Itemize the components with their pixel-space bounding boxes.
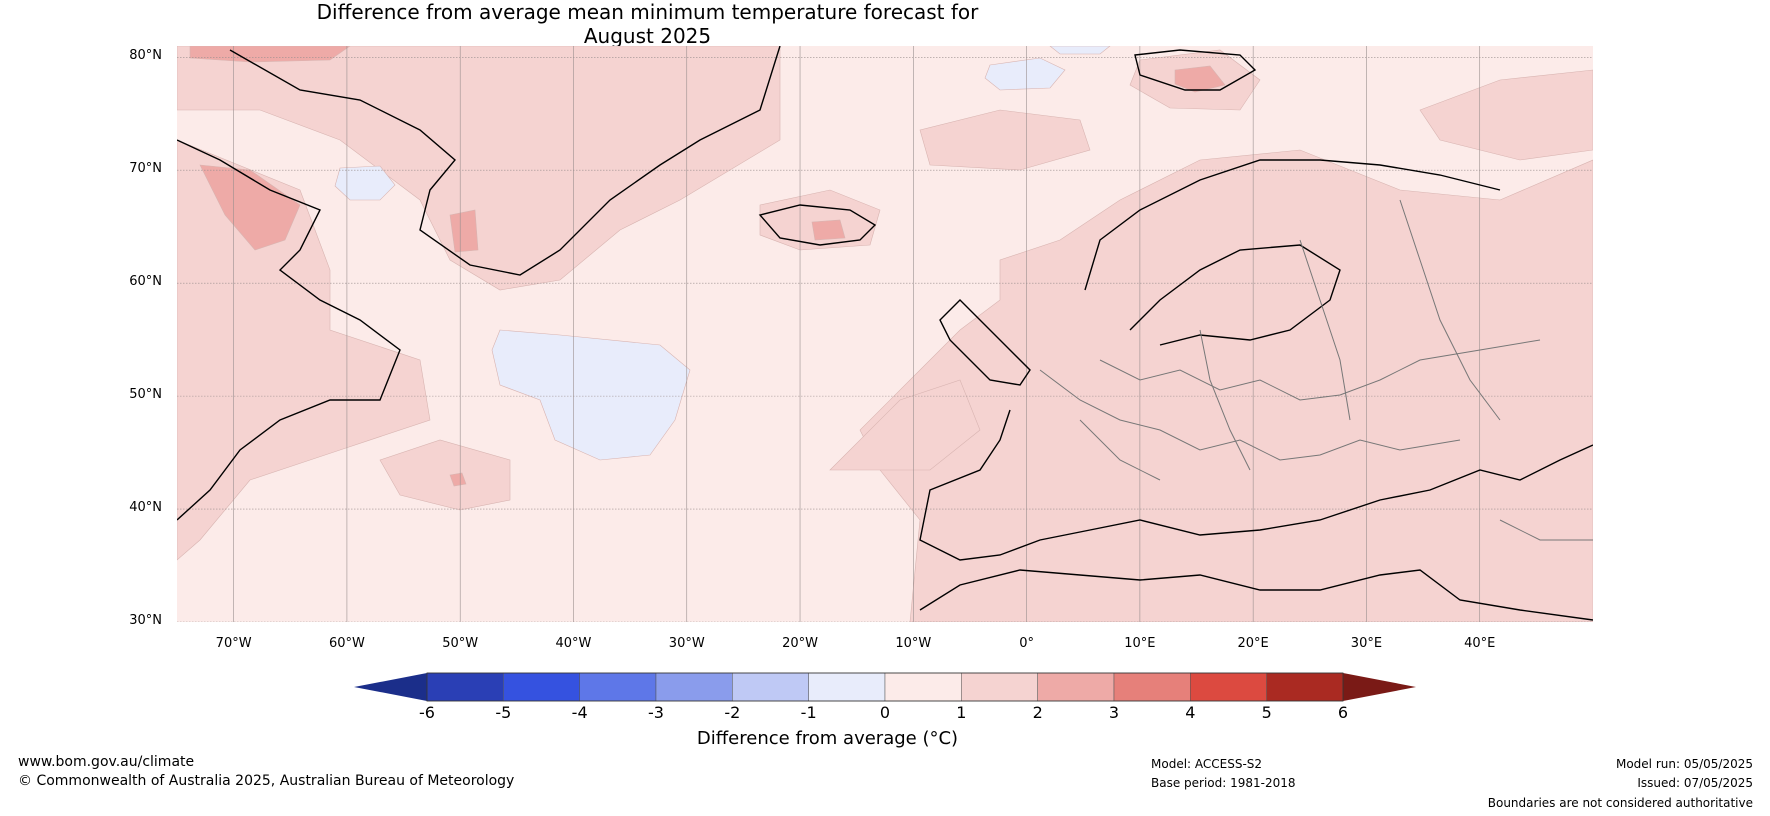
colorbar-over-triangle <box>1343 673 1416 701</box>
colorbar-tick-label: 5 <box>1261 703 1272 722</box>
longitude-tick-label: 30°E <box>1350 636 1383 651</box>
colorbar-tick-label: 6 <box>1337 703 1349 722</box>
colorbar-tick-label: 2 <box>1032 703 1043 722</box>
footer-base-period: Base period: 1981-2018 <box>1151 776 1296 790</box>
colorbar-tick-label: 1 <box>956 703 967 722</box>
latitude-tick-label: 80°N <box>129 48 162 64</box>
graticule <box>177 46 1593 622</box>
coastline-north-africa <box>919 569 1593 621</box>
colorbar-tick-label: -5 <box>495 703 512 722</box>
coastline-europe <box>919 409 1593 561</box>
anomaly-norwegian-sea <box>919 109 1091 171</box>
longitude-tick-label: 20°W <box>782 636 818 651</box>
title-line-1: Difference from average mean minimum tem… <box>316 0 979 24</box>
footer-copyright: © Commonwealth of Australia 2025, Austra… <box>18 773 515 789</box>
longitude-tick-label: 10°E <box>1124 636 1156 651</box>
anomaly-fields <box>177 46 1593 622</box>
colorbar-tick-label: 0 <box>879 703 891 722</box>
anomaly-atlantic-cool <box>491 329 691 461</box>
colorbar-segment <box>579 672 657 702</box>
title-line-2: August 2025 <box>583 24 712 48</box>
longitude-tick-label: 40°W <box>555 636 592 651</box>
latitude-tick-label: 60°N <box>129 274 162 290</box>
colorbar-segment <box>884 672 962 702</box>
colorbar-tick-label: -6 <box>419 703 435 722</box>
anomaly-atlantic-south <box>379 439 511 511</box>
footer-model: Model: ACCESS-S2 <box>1151 757 1263 771</box>
longitude-tick-label: 10°W <box>895 636 932 651</box>
coastline-iceland <box>758 204 877 246</box>
latitude-tick-label: 70°N <box>129 161 162 177</box>
colorbar-tick-label: -1 <box>800 703 817 722</box>
colorbar-tick-label: -4 <box>571 703 588 722</box>
footer-model-run: Model run: 05/05/2025 <box>1615 757 1753 771</box>
anomaly-labrador-cool <box>334 165 396 201</box>
anomaly-arctic-east <box>1419 69 1593 161</box>
anomaly-greenland-strong <box>449 209 479 253</box>
footer-issued: Issued: 07/05/2025 <box>1637 776 1753 790</box>
anomaly-greenland <box>177 46 781 291</box>
colorbar-segment <box>1113 672 1191 702</box>
coastline-greenland <box>229 46 781 276</box>
colorbar-segment <box>1190 672 1267 702</box>
anomaly-svalbard-strong <box>1174 65 1226 93</box>
coastline-britain <box>939 299 1031 386</box>
colorbar-segment <box>655 672 733 702</box>
colorbar-segment <box>503 672 580 702</box>
anomaly-canada <box>177 139 431 561</box>
colorbar-segment <box>732 672 809 702</box>
longitude-tick-label: 60°W <box>328 636 365 651</box>
coastline-baltic <box>1129 244 1341 346</box>
footer-website: www.bom.gov.au/climate <box>18 754 195 770</box>
coastline-svalbard <box>1134 49 1257 91</box>
colorbar-segment <box>426 672 504 702</box>
coastline-norway <box>1084 159 1501 291</box>
colorbar-label: Difference from average (°C) <box>696 728 959 749</box>
longitude-tick-label: 20°E <box>1237 636 1269 651</box>
anomaly-top-cool <box>1049 46 1111 55</box>
longitude-tick-label: 50°W <box>442 636 479 651</box>
latitude-tick-label: 50°N <box>129 387 162 403</box>
colorbar-segment <box>961 672 1038 702</box>
longitude-tick-label: 0° <box>1019 636 1034 651</box>
latitude-tick-label: 40°N <box>129 500 162 516</box>
longitude-tick-label: 70°W <box>215 636 252 651</box>
anomaly-atlantic-dot <box>449 472 467 487</box>
colorbar-tick-label: -2 <box>724 703 741 722</box>
colorbar-under-triangle <box>354 673 427 701</box>
colorbar-segment <box>1266 672 1344 702</box>
coastline-baffin <box>177 139 401 521</box>
longitude-tick-label: 40°E <box>1464 636 1496 651</box>
colorbar-tick-label: 3 <box>1108 703 1120 722</box>
colorbar-tick-label: 4 <box>1185 703 1196 722</box>
anomaly-greenland-sea-cool <box>984 57 1066 91</box>
anomaly-iceland-strong <box>811 219 846 241</box>
colorbar-frame <box>426 672 1344 702</box>
longitude-tick-label: 30°W <box>668 636 705 651</box>
footer-disclaimer: Boundaries are not considered authoritat… <box>1487 796 1753 810</box>
chart-title: Difference from average mean minimum tem… <box>0 0 1295 48</box>
colorbar-segment <box>1037 672 1115 702</box>
colorbar <box>354 672 1416 702</box>
colorbar-tick-label: -3 <box>648 703 664 722</box>
anomaly-north-strong <box>189 46 351 63</box>
colorbar-segment <box>808 672 886 702</box>
country-borders <box>1039 199 1593 541</box>
latitude-tick-label: 30°N <box>129 613 162 628</box>
anomaly-iceland <box>759 189 881 251</box>
